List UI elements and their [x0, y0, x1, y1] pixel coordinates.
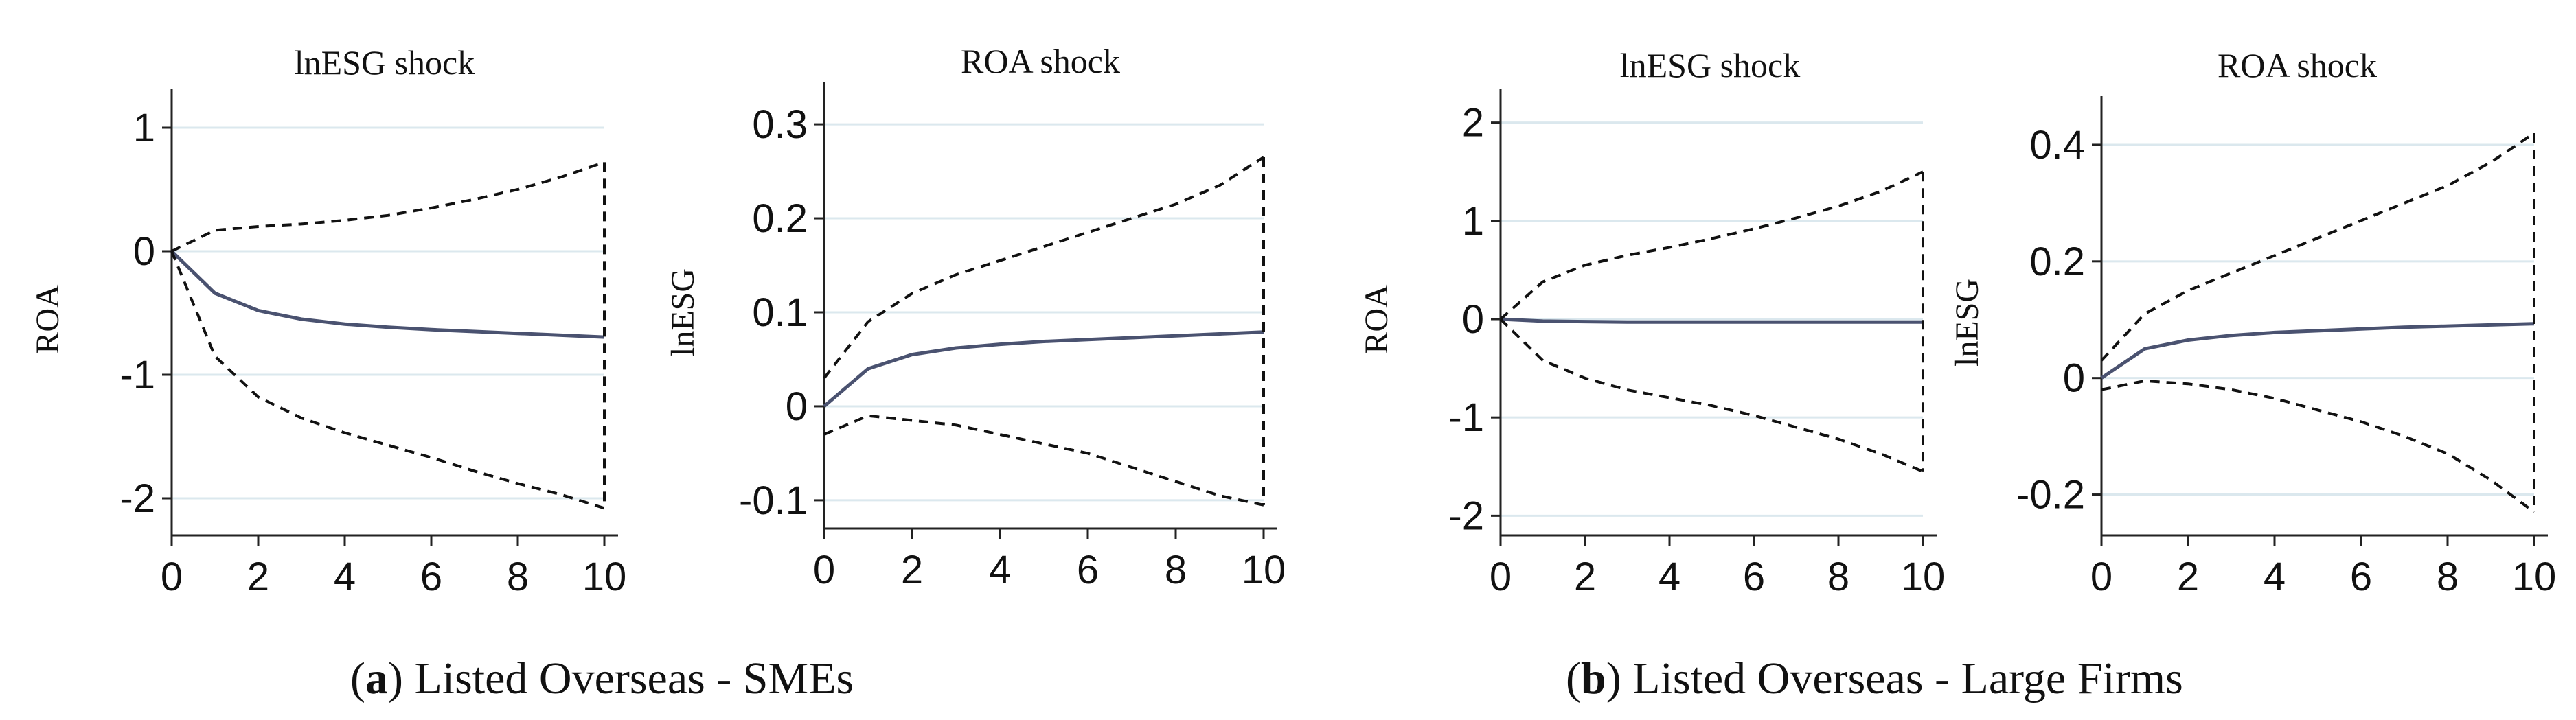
y-axis-label: lnESG — [1949, 279, 1985, 367]
y-tick-label: 0 — [2063, 356, 2085, 401]
caption-b-text: ) Listed Overseas - Large Firms — [1606, 653, 2183, 704]
y-tick-label: 0.2 — [752, 196, 808, 241]
y-tick-label: 0.2 — [2029, 240, 2085, 284]
irf-line — [170, 250, 605, 339]
lower-ci-line — [823, 414, 1264, 507]
irf-line — [823, 330, 1264, 408]
y-tick-label: 0.1 — [752, 290, 808, 335]
x-tick-label: 0 — [1490, 555, 1512, 599]
y-tick-label: 1 — [133, 106, 155, 150]
caption-a: (a) Listed Overseas - SMEs — [350, 653, 854, 704]
x-tick-label: 8 — [507, 555, 529, 599]
lower-ci-line — [1499, 318, 1924, 473]
x-tick-label: 4 — [2264, 555, 2286, 599]
x-tick-label: 6 — [1743, 555, 1765, 599]
x-tick-label: 4 — [989, 548, 1011, 592]
x-tick-label: 4 — [334, 555, 356, 599]
y-tick-label: -1 — [1448, 395, 1484, 440]
x-tick-label: 6 — [1077, 548, 1099, 592]
caption-b-letter: b — [1581, 653, 1606, 704]
caption-b: (b) Listed Overseas - Large Firms — [1566, 653, 2183, 704]
y-tick-label: 0 — [1462, 297, 1484, 342]
caption-a-text: ) Listed Overseas - SMEs — [388, 653, 854, 704]
caption-b-open-paren: ( — [1566, 653, 1581, 704]
y-axis-label: lnESG — [665, 268, 701, 356]
x-tick-label: 6 — [420, 555, 442, 599]
lower-ci-line — [170, 251, 605, 510]
y-tick-label: -0.1 — [739, 478, 808, 523]
y-axis-label: ROA — [1358, 284, 1395, 354]
y-tick-label: -2 — [119, 476, 155, 521]
x-tick-label: 2 — [247, 555, 269, 599]
chart-title: lnESG shock — [1620, 46, 1801, 84]
y-tick-label: 0 — [133, 229, 155, 274]
x-tick-label: 6 — [2350, 555, 2372, 599]
chart-title: ROA shock — [2218, 46, 2377, 84]
caption-a-letter: a — [365, 653, 388, 704]
irf-line — [2100, 322, 2535, 380]
y-tick-label: -2 — [1448, 493, 1484, 538]
x-tick-label: 10 — [1901, 555, 1946, 599]
y-tick-label: 0 — [786, 384, 808, 429]
chart-title: lnESG shock — [295, 43, 475, 82]
x-tick-label: 10 — [1242, 548, 1286, 592]
x-tick-label: 2 — [2177, 555, 2199, 599]
x-tick-label: 8 — [1827, 555, 1849, 599]
y-tick-label: 1 — [1462, 199, 1484, 244]
y-tick-label: -1 — [119, 353, 155, 397]
x-tick-label: 2 — [1574, 555, 1596, 599]
upper-ci-line — [1499, 170, 1924, 321]
lower-ci-line — [2101, 379, 2535, 513]
y-tick-label: -0.2 — [2016, 473, 2085, 518]
x-tick-label: 0 — [161, 555, 183, 599]
irf-line — [1500, 317, 1923, 324]
upper-ci-line — [2100, 132, 2535, 362]
y-tick-label: 2 — [1462, 101, 1484, 146]
x-tick-label: 10 — [582, 555, 627, 599]
upper-ci-line — [823, 156, 1265, 380]
y-axis-label: ROA — [30, 284, 66, 354]
x-tick-label: 2 — [901, 548, 923, 592]
y-tick-label: 0.3 — [752, 102, 808, 147]
x-tick-label: 10 — [2512, 555, 2557, 599]
chart-title: ROA shock — [961, 42, 1120, 80]
x-tick-label: 8 — [1165, 548, 1187, 592]
x-tick-label: 0 — [2090, 555, 2112, 599]
upper-ci-line — [171, 161, 605, 253]
caption-a-open-paren: ( — [350, 653, 365, 704]
y-tick-label: 0.4 — [2029, 123, 2085, 167]
x-tick-label: 4 — [1659, 555, 1680, 599]
x-tick-label: 8 — [2437, 555, 2459, 599]
x-tick-label: 0 — [813, 548, 835, 592]
